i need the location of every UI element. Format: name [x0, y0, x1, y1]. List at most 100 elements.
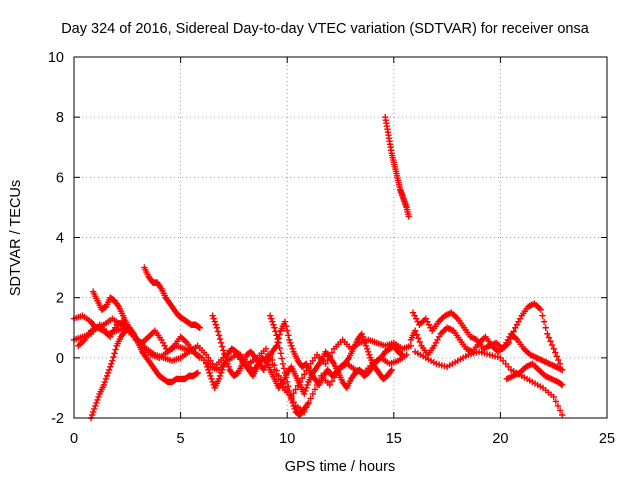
- data-point: [544, 330, 551, 337]
- data-point: [301, 371, 308, 378]
- data-point: [220, 347, 227, 354]
- data-point: [281, 383, 289, 391]
- data-point: [194, 369, 201, 377]
- data-point: [550, 393, 557, 401]
- data-point: [276, 331, 283, 338]
- data-point: [399, 351, 406, 359]
- data-point: [269, 318, 276, 325]
- data-point: [94, 396, 101, 404]
- data-point: [207, 372, 214, 380]
- x-tick-label: 25: [599, 431, 615, 447]
- data-point: [211, 318, 218, 325]
- data-point: [103, 372, 111, 380]
- chart-title: Day 324 of 2016, Sidereal Day-to-day VTE…: [61, 21, 590, 37]
- data-point: [359, 333, 367, 340]
- data-point: [415, 335, 422, 342]
- data-point: [554, 402, 562, 410]
- data-point: [322, 360, 329, 368]
- data-point: [202, 360, 210, 368]
- data-point: [205, 366, 212, 374]
- data-point: [92, 402, 99, 410]
- data-point: [111, 350, 118, 357]
- data-point: [542, 324, 549, 331]
- y-tick-label: -2: [51, 411, 64, 427]
- data-point: [212, 321, 219, 328]
- data-point: [216, 335, 224, 343]
- data-point: [209, 378, 216, 386]
- data-point: [93, 399, 100, 407]
- data-point: [196, 324, 203, 331]
- data-point: [289, 399, 296, 407]
- data-point: [277, 350, 285, 357]
- data-point: [305, 399, 312, 407]
- data-point: [291, 405, 298, 413]
- data-point: [218, 366, 226, 374]
- data-point: [220, 363, 227, 371]
- data-point: [328, 349, 336, 356]
- data-point: [223, 354, 230, 362]
- data-point: [556, 407, 564, 414]
- data-point: [552, 349, 559, 356]
- data-point: [407, 342, 415, 349]
- data-point: [553, 353, 561, 360]
- data-point: [288, 342, 295, 349]
- data-point: [262, 345, 270, 353]
- data-point: [292, 386, 299, 393]
- data-point: [388, 366, 395, 374]
- data-point: [206, 369, 213, 377]
- data-point: [216, 372, 224, 380]
- data-point: [282, 323, 290, 330]
- axis-ticks: 0 5 10 15 20 25 -2 0 2 4 6 8 10: [48, 50, 615, 447]
- data-point: [548, 341, 556, 349]
- data-point: [91, 405, 98, 413]
- data-point: [413, 331, 420, 338]
- data-point: [95, 393, 102, 401]
- data-point: [360, 336, 368, 343]
- data-point: [285, 383, 292, 390]
- data-point: [362, 342, 370, 349]
- data-point: [559, 381, 566, 389]
- data-point: [270, 321, 277, 328]
- data-point: [104, 369, 112, 377]
- data-point: [304, 381, 311, 389]
- data-point: [89, 408, 97, 416]
- data-point: [552, 398, 560, 405]
- data-point: [276, 344, 283, 352]
- data-point: [416, 338, 424, 346]
- data-point: [112, 346, 119, 353]
- data-point: [290, 402, 297, 410]
- data-point: [102, 375, 110, 383]
- data-point: [278, 355, 286, 362]
- data-point: [196, 354, 203, 362]
- x-tick-label: 10: [279, 431, 295, 447]
- data-point: [289, 345, 296, 353]
- data-point: [411, 327, 419, 334]
- data-point: [274, 335, 281, 343]
- data-point: [109, 357, 116, 365]
- data-point: [559, 366, 566, 374]
- data-point: [213, 324, 221, 331]
- data-point: [221, 350, 228, 358]
- data-point: [366, 351, 373, 359]
- data-point: [287, 339, 294, 346]
- y-axis-label: SDTVAR / TECUs: [8, 180, 24, 296]
- data-point: [217, 369, 225, 377]
- data-point: [307, 395, 314, 402]
- data-point: [215, 332, 223, 339]
- data-point: [210, 315, 217, 322]
- data-point: [221, 360, 228, 368]
- data-point: [208, 375, 215, 383]
- data-point: [282, 374, 290, 381]
- data-point: [273, 332, 280, 339]
- data-point: [279, 360, 287, 368]
- data-point: [280, 365, 288, 372]
- data-point: [214, 328, 222, 335]
- data-point: [284, 327, 291, 334]
- data-point: [398, 350, 405, 358]
- data-point: [275, 372, 282, 380]
- data-point: [100, 381, 108, 389]
- data-point: [287, 392, 294, 399]
- data-point: [88, 411, 96, 419]
- data-point: [326, 381, 334, 389]
